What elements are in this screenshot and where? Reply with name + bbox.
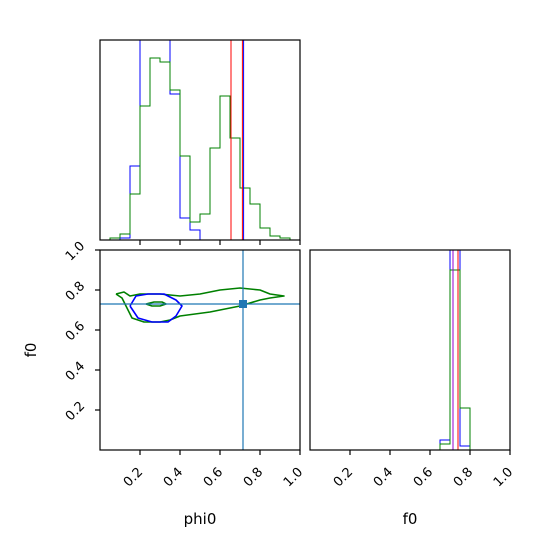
phi0-histogram-panel <box>99 39 301 245</box>
contour-ytick-label-3: 0.8 <box>63 279 88 304</box>
f0-hist-xtick-label-2: 0.6 <box>411 465 436 490</box>
contour-xtick-label-3: 0.8 <box>241 465 266 490</box>
f0-hist-series-1 <box>439 269 471 450</box>
y-axis-label-f0: f0 <box>22 343 40 358</box>
contour-xtick-label-1: 0.4 <box>161 465 186 490</box>
f0-hist-xtick-label-3: 0.8 <box>451 465 476 490</box>
contour-ytick-label-1: 0.4 <box>63 359 88 384</box>
f0-hist-series-0 <box>439 249 471 450</box>
phi0-f0-contour-panel: 0.2 0.4 0.6 0.8 1.0 0.2 0.4 0.6 0.8 1.0 <box>63 239 306 490</box>
x-axis-label-phi0: phi0 <box>184 510 217 528</box>
f0-hist-xtick-label-0: 0.2 <box>331 465 356 490</box>
contour-ytick-label-0: 0.2 <box>63 399 88 424</box>
contour-1 <box>129 293 183 323</box>
phi0-hist-series-1 <box>109 57 300 241</box>
contour-ytick-label-4: 1.0 <box>63 239 88 264</box>
truth-marker <box>239 300 247 308</box>
contour-xtick-label-4: 1.0 <box>281 465 306 490</box>
f0-histogram-frame <box>309 249 511 451</box>
x-axis-label-f0: f0 <box>403 510 418 528</box>
phi0-histogram-frame <box>99 39 301 241</box>
contour-xtick-label-2: 0.6 <box>201 465 226 490</box>
contour-xtick-label-0: 0.2 <box>121 465 146 490</box>
f0-hist-xtick-label-4: 1.0 <box>491 465 516 490</box>
contour-0 <box>115 287 285 323</box>
phi0-f0-contour-frame <box>99 249 301 451</box>
f0-hist-xtick-label-1: 0.4 <box>371 465 396 490</box>
phi0-hist-series-0 <box>110 39 300 241</box>
contour-ytick-label-2: 0.6 <box>63 319 88 344</box>
f0-histogram-panel: 0.2 0.4 0.6 0.8 1.0 <box>309 249 516 490</box>
